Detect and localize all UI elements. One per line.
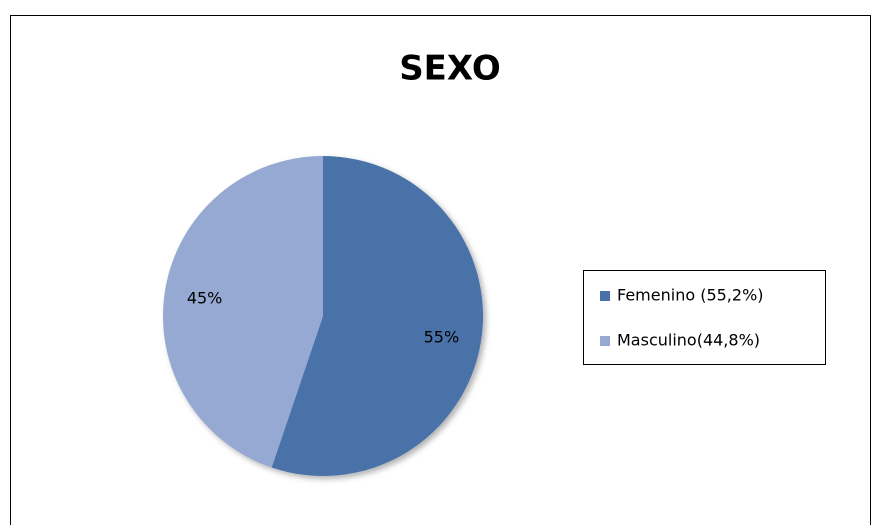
legend-label: Masculino(44,8%) (617, 331, 760, 350)
legend-swatch (600, 336, 610, 346)
data-label: 45% (187, 288, 223, 307)
legend-box (583, 270, 826, 365)
legend-label: Femenino (55,2%) (617, 286, 764, 305)
chart-title: SEXO (399, 49, 501, 89)
legend-swatch (600, 291, 610, 301)
pie-slice (271, 156, 483, 476)
data-label: 55% (424, 327, 460, 346)
pie-slice (162, 156, 323, 468)
pie (162, 156, 483, 476)
